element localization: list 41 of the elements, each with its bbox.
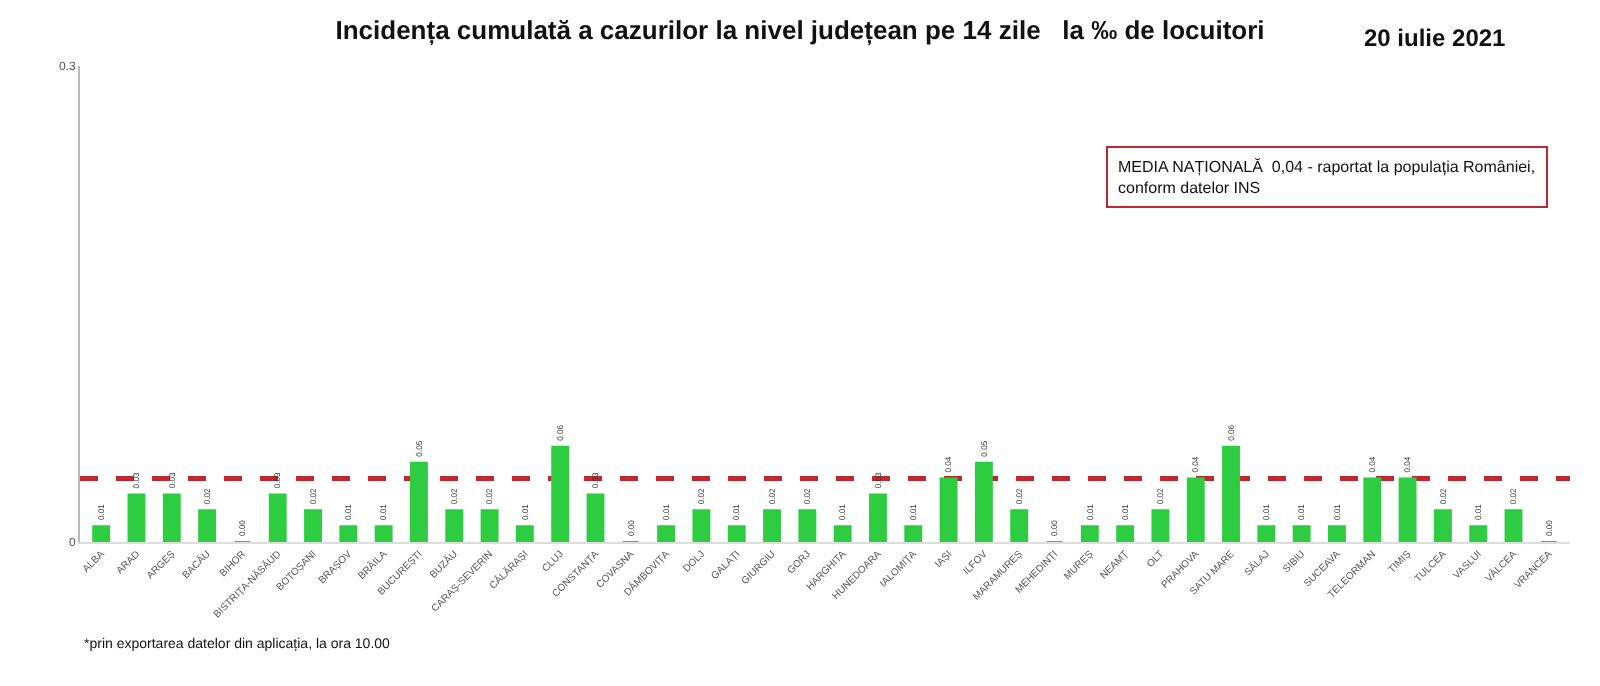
- bar: [268, 493, 287, 542]
- bar: [1257, 525, 1276, 542]
- bar: [833, 525, 852, 542]
- bar: [727, 525, 746, 542]
- bar: [1363, 477, 1382, 542]
- bar: [763, 509, 781, 542]
- bar: [1292, 525, 1311, 542]
- annotation: MEDIA NAȚIONALĂ 0,04 - raportat la populația României, conform datelor INS: [1118, 158, 1536, 197]
- chart-subtitle: 20 iulie 2021: [1364, 24, 1507, 52]
- bar: [374, 525, 393, 542]
- bar: [1151, 509, 1170, 542]
- bar: [410, 461, 428, 542]
- bar: [904, 525, 923, 542]
- bar: [480, 509, 499, 542]
- bar: [1469, 525, 1488, 542]
- chart-title: Incidența cumulată a cazurilor la nivel județean pe 14 zile la ‰ de locuitori: [335, 14, 1265, 47]
- bar: [1504, 509, 1523, 542]
- bar: [515, 525, 534, 542]
- bar: [162, 493, 181, 542]
- bar: [798, 509, 817, 542]
- bar: [1080, 525, 1099, 542]
- bar: [939, 477, 958, 542]
- bar: [974, 461, 993, 542]
- bar: [1398, 477, 1417, 542]
- bar: [1328, 525, 1346, 542]
- bar: [1222, 445, 1240, 542]
- bar: [1433, 509, 1452, 542]
- bar: [1010, 509, 1029, 542]
- bar: [657, 525, 676, 542]
- bar: [1116, 525, 1135, 542]
- bar: [692, 509, 711, 542]
- bar: [586, 493, 605, 542]
- bar: [1186, 477, 1205, 542]
- bar: [869, 493, 887, 542]
- bar: [304, 509, 322, 542]
- bar: [551, 445, 570, 542]
- bar: [445, 509, 464, 542]
- bar: [127, 493, 146, 542]
- bar: [198, 509, 217, 542]
- bar: [339, 525, 358, 542]
- bar: [92, 525, 111, 542]
